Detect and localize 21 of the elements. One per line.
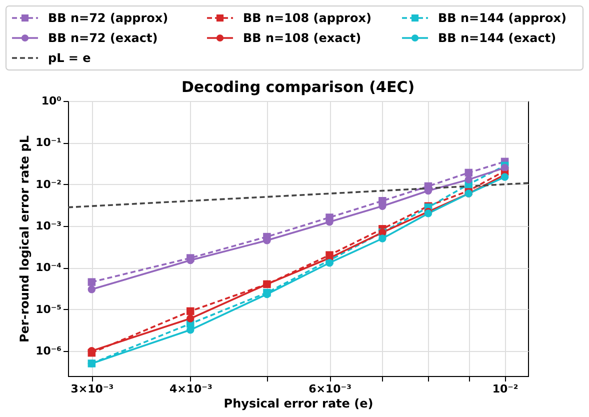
y-tick-label: 10⁻⁵	[36, 302, 62, 316]
legend-label: BB n=108 (approx)	[243, 11, 372, 25]
y-tick-label: 10⁻²	[36, 178, 62, 191]
legend-label: BB n=108 (exact)	[243, 31, 362, 45]
y-tick-label: 10⁰	[41, 94, 62, 108]
legend-label: BB n=144 (approx)	[438, 11, 566, 25]
x-axis-title: Physical error rate (e)	[224, 396, 374, 410]
y-tick-label: 10⁻¹	[36, 136, 62, 150]
chart-title: Decoding comparison (4EC)	[181, 78, 415, 96]
legend-label: BB n=72 (exact)	[48, 31, 158, 45]
y-tick-label: 10⁻⁶	[36, 344, 62, 358]
x-tick-label: 4×10⁻³	[169, 382, 212, 396]
x-tick-label: 3×10⁻³	[70, 382, 114, 396]
y-tick-label: 10⁻⁴	[36, 261, 62, 274]
y-axis-title: Per-round logical error rate pL	[18, 135, 32, 343]
y-tick-label: 10⁻³	[36, 219, 62, 232]
legend-label: pL = e	[48, 51, 91, 65]
x-tick-label: 10⁻²	[492, 382, 518, 396]
legend-label: BB n=72 (approx)	[48, 11, 168, 25]
legend-label: BB n=144 (exact)	[438, 31, 556, 45]
x-tick-label: 6×10⁻³	[308, 382, 352, 396]
